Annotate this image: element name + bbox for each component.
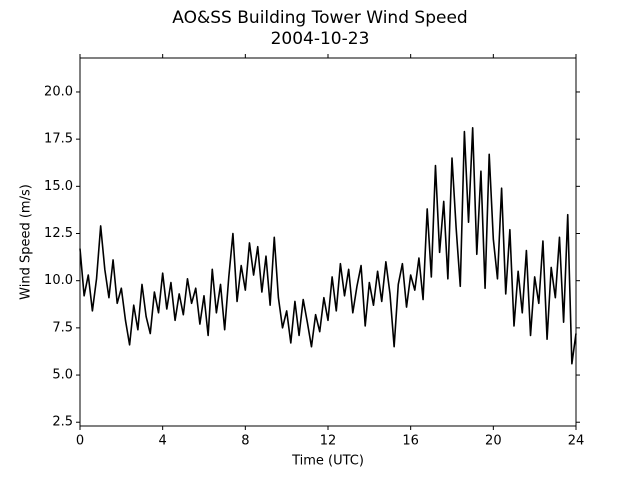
y-tick-label: 12.5: [44, 226, 73, 241]
x-tick-label: 20: [485, 434, 502, 449]
y-tick-label: 15.0: [44, 179, 73, 194]
x-tick-label: 0: [76, 434, 84, 449]
y-tick-label: 10.0: [44, 273, 73, 288]
y-tick-label: 2.5: [52, 415, 73, 430]
chart-title: AO&SS Building Tower Wind Speed: [172, 8, 467, 28]
plot-frame: [79, 57, 577, 427]
x-tick-label: 12: [320, 434, 337, 449]
x-tick-label: 16: [402, 434, 419, 449]
y-tick-label: 5.0: [52, 368, 73, 383]
x-tick-label: 4: [159, 434, 167, 449]
x-tick-label: 24: [568, 434, 585, 449]
x-tick-label: 8: [241, 434, 249, 449]
y-tick-label: 7.5: [52, 320, 73, 335]
data-line: [79, 127, 577, 365]
x-axis-label: Time (UTC): [291, 454, 364, 469]
y-tick-label: 17.5: [44, 132, 73, 147]
y-tick-label: 20.0: [44, 84, 73, 99]
y-axis-label: Wind Speed (m/s): [19, 184, 34, 300]
chart-subtitle: 2004-10-23: [271, 29, 370, 49]
